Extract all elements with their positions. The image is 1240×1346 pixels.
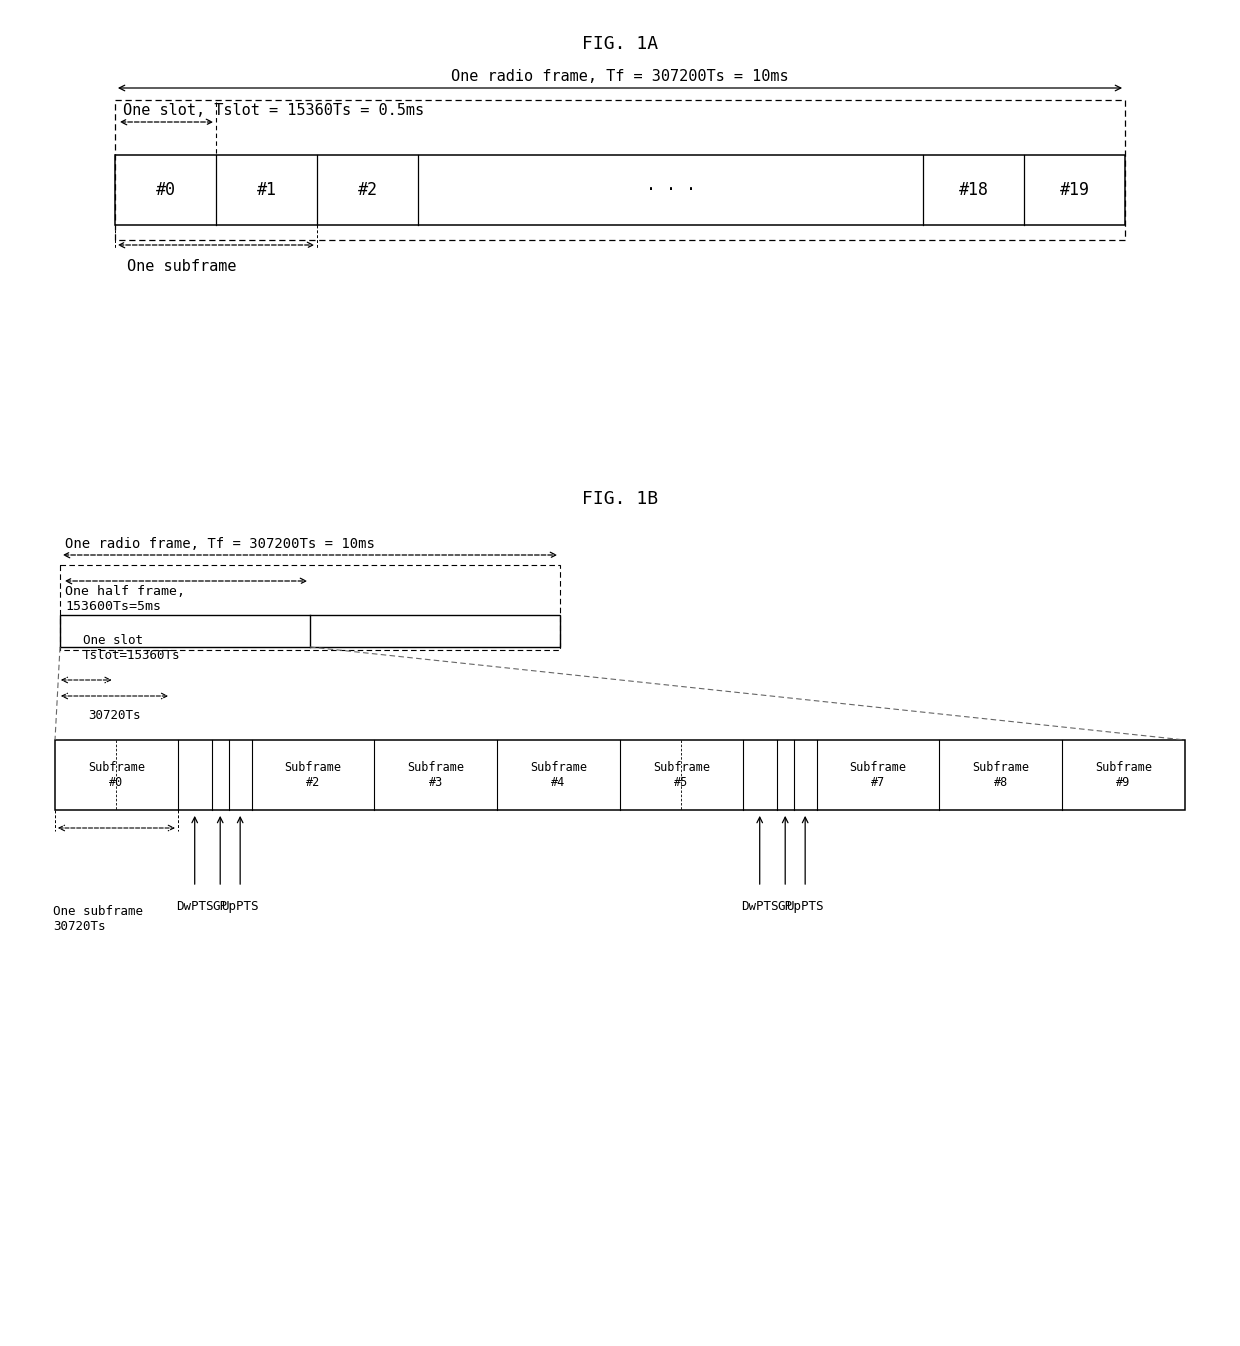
Text: · · ·: · · ·	[646, 180, 696, 199]
Text: Subframe
#7: Subframe #7	[849, 760, 906, 789]
Text: Subframe
#2: Subframe #2	[284, 760, 341, 789]
Text: #1: #1	[257, 180, 277, 199]
Text: GP: GP	[777, 900, 792, 913]
Bar	[60, 565, 560, 650]
Text: One subframe
30720Ts: One subframe 30720Ts	[53, 905, 143, 933]
Text: 30720Ts: 30720Ts	[88, 709, 141, 721]
Text: One slot
Tslot=15360Ts: One slot Tslot=15360Ts	[83, 634, 181, 662]
Text: #2: #2	[357, 180, 377, 199]
Text: #0: #0	[155, 180, 176, 199]
Text: Subframe
#3: Subframe #3	[407, 760, 464, 789]
Text: #19: #19	[1059, 180, 1090, 199]
Text: Subframe
#8: Subframe #8	[972, 760, 1029, 789]
Bar	[115, 155, 1125, 225]
Text: FIG. 1A: FIG. 1A	[582, 35, 658, 52]
Bar	[55, 740, 1185, 810]
Text: GP: GP	[213, 900, 228, 913]
Text: One radio frame, Tf = 307200Ts = 10ms: One radio frame, Tf = 307200Ts = 10ms	[451, 69, 789, 83]
Text: UpPTS: UpPTS	[222, 900, 259, 913]
Text: Subframe
#5: Subframe #5	[653, 760, 711, 789]
Bar	[115, 100, 1125, 240]
Bar	[60, 615, 560, 647]
Text: Subframe
#0: Subframe #0	[88, 760, 145, 789]
Text: DwPTS: DwPTS	[742, 900, 779, 913]
Text: FIG. 1B: FIG. 1B	[582, 490, 658, 507]
Text: Subframe
#4: Subframe #4	[529, 760, 587, 789]
Text: UpPTS: UpPTS	[786, 900, 823, 913]
Text: Subframe
#9: Subframe #9	[1095, 760, 1152, 789]
Text: One radio frame, Tf = 307200Ts = 10ms: One radio frame, Tf = 307200Ts = 10ms	[64, 537, 374, 551]
Text: One slot, Tslot = 15360Ts = 0.5ms: One slot, Tslot = 15360Ts = 0.5ms	[123, 104, 424, 118]
Text: DwPTS: DwPTS	[176, 900, 213, 913]
Text: One half frame,
153600Ts=5ms: One half frame, 153600Ts=5ms	[64, 586, 185, 612]
Text: #18: #18	[959, 180, 988, 199]
Text: One subframe: One subframe	[126, 258, 237, 275]
